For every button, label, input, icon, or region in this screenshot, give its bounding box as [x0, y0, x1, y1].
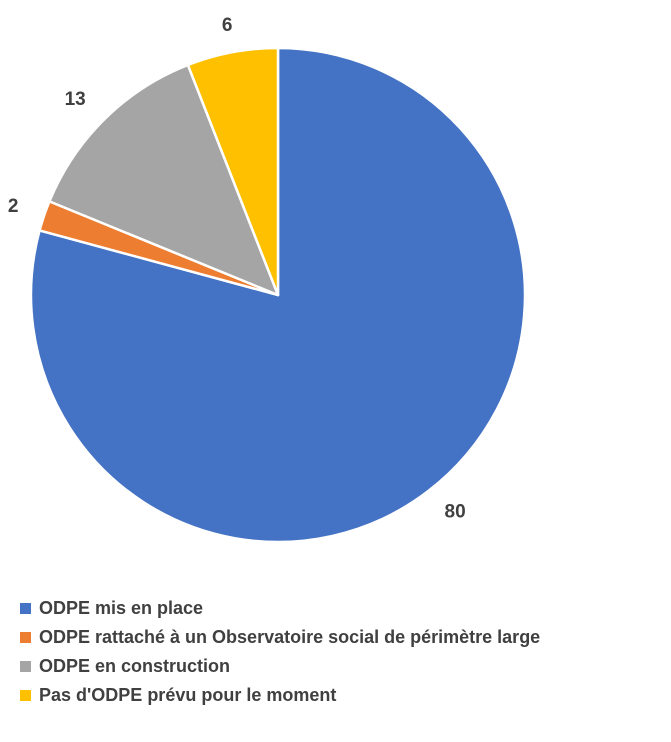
- pie-slice-pas-d-odpe: [186, 46, 280, 297]
- pie-data-labels: 80 2 13 6: [8, 15, 466, 523]
- legend-swatch: [20, 602, 31, 614]
- legend-item-pas-d-odpe: Pas d'ODPE prévu pour le moment: [20, 681, 540, 709]
- legend-swatch: [20, 631, 31, 643]
- legend-item-odpe-rattache: ODPE rattaché à un Observatoire social d…: [20, 623, 540, 651]
- legend-swatch: [20, 660, 31, 672]
- data-label-odpe-en-construction: 13: [65, 89, 86, 110]
- chart-legend: ODPE mis en place ODPE rattaché à un Obs…: [20, 594, 540, 710]
- legend-item-odpe-en-construction: ODPE en construction: [20, 652, 540, 680]
- data-label-odpe-rattache: 2: [8, 196, 19, 217]
- legend-label: Pas d'ODPE prévu pour le moment: [39, 684, 337, 705]
- data-label-odpe-mis-en-place: 80: [445, 502, 466, 523]
- legend-label: ODPE rattaché à un Observatoire social d…: [39, 626, 541, 647]
- pie-slices: [29, 46, 527, 544]
- legend-label: ODPE en construction: [39, 655, 231, 676]
- data-label-pas-d-odpe: 6: [222, 15, 233, 36]
- pie-chart: 80 2 13 6: [8, 15, 527, 544]
- legend-item-odpe-mis-en-place: ODPE mis en place: [20, 594, 540, 622]
- legend-label: ODPE mis en place: [39, 597, 204, 618]
- legend-swatch: [20, 689, 31, 701]
- pie-slice-odpe-mis-en-place: [29, 46, 527, 544]
- pie-slice-odpe-en-construction: [48, 63, 280, 297]
